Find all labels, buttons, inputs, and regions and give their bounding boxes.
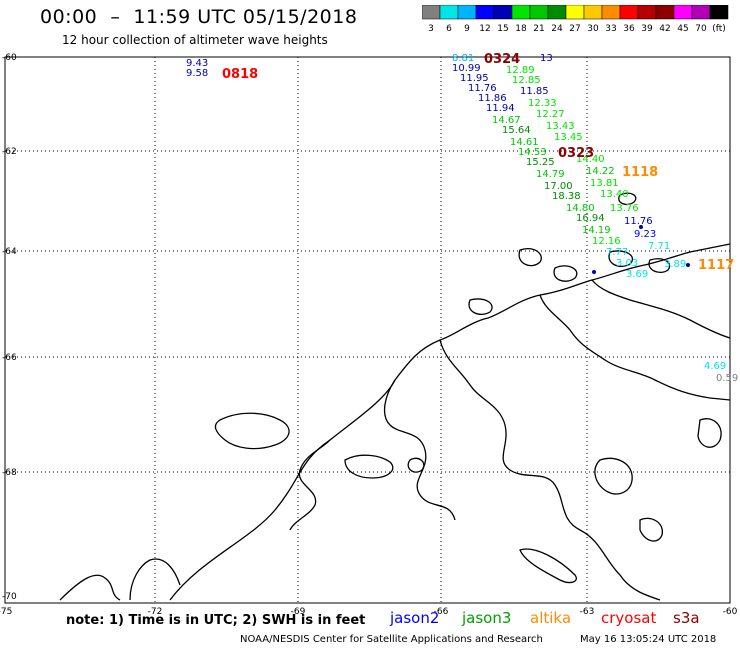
longitude-labels: -75 -72 -69 -66 -63 -60 (0, 607, 738, 617)
swh-value: 11.85 (520, 86, 549, 97)
latitude-label: -68 (2, 468, 17, 478)
generated-timestamp: May 16 13:05:24 UTC 2018 (580, 634, 717, 645)
swh-value: 14.53 (518, 147, 547, 158)
wave-height-color-scale: 3 6 9 12 15 18 21 24 27 30 33 36 39 42 45 70 (ft) (422, 5, 729, 34)
latitude-labels: -60 -62 -64 -66 -68 -70 (2, 53, 17, 602)
latitude-label: -60 (2, 53, 17, 63)
pass-time-labels: 0818 0324 0323 1118 1117 (222, 52, 734, 273)
scale-label: 27 (569, 24, 580, 34)
swh-value: 11.95 (460, 73, 489, 84)
swh-value: 9.43 (186, 58, 208, 69)
wave-height-labels: 9.439.588.8110.9911.9511.7611.8611.9414.… (186, 53, 738, 384)
pass-time: 0323 (558, 146, 594, 161)
scale-label: 18 (515, 24, 527, 34)
track-marker (639, 225, 643, 229)
swh-value: 11.86 (478, 93, 507, 104)
swh-value: 3.69 (626, 269, 648, 280)
scale-label: 12 (479, 24, 490, 34)
longitude-label: -69 (291, 607, 306, 617)
track-marker (592, 270, 596, 274)
pass-time: 0818 (222, 67, 258, 82)
scale-label: 33 (605, 24, 616, 34)
scale-label: (ft) (712, 24, 726, 34)
swh-value: 3.89 (664, 259, 686, 270)
swh-value: 7.71 (648, 241, 670, 252)
swh-value: 14.80 (566, 203, 595, 214)
swh-value: 12.33 (528, 98, 557, 109)
satellite-name: jason2 (390, 609, 440, 627)
scale-label: 9 (464, 24, 470, 34)
scale-label: 15 (497, 24, 508, 34)
longitude-label: -66 (434, 607, 449, 617)
swh-value: 13.43 (546, 121, 575, 132)
longitude-label: -72 (148, 607, 163, 617)
longitude-label: -63 (580, 607, 595, 617)
swh-value: 11.76 (468, 83, 497, 94)
map-frame (4, 56, 731, 604)
track-marker (686, 263, 690, 267)
satellite-name: s3a (673, 609, 700, 627)
swh-value: 18.38 (552, 191, 581, 202)
swh-value: 13.81 (590, 178, 619, 189)
swh-value: 12.89 (506, 65, 535, 76)
swh-value: 17.00 (544, 181, 573, 192)
scale-label: 42 (659, 24, 670, 34)
satellite-name: jason3 (462, 609, 512, 627)
swh-value: 9.23 (634, 229, 656, 240)
swh-value: 14.67 (492, 115, 521, 126)
swh-value: 13.40 (600, 189, 629, 200)
swh-value: 13.76 (610, 203, 639, 214)
graticule (5, 57, 730, 603)
pass-time: 1118 (622, 165, 658, 180)
swh-value: 12.16 (592, 236, 621, 247)
pass-time: 0324 (484, 52, 520, 67)
satellite-name: cryosat (601, 609, 657, 627)
scale-label: 6 (446, 24, 452, 34)
satellite-name: altika (530, 609, 572, 627)
latitude-label: -64 (2, 247, 17, 257)
swh-value: 10.99 (452, 63, 481, 74)
swh-value: 11.94 (486, 103, 515, 114)
latitude-label: -70 (2, 592, 17, 602)
scale-label: 3 (428, 24, 434, 34)
swh-value: 13 (540, 53, 553, 64)
swh-value: 13.45 (554, 132, 583, 143)
swh-value: 14.40 (576, 154, 605, 165)
swh-value: 3.03 (616, 258, 638, 269)
swh-value: 9.58 (186, 68, 208, 79)
swh-value: 7.77 (606, 247, 628, 258)
coastline (59, 192, 731, 601)
scale-label: 39 (641, 24, 653, 34)
swh-value: 14.79 (536, 169, 565, 180)
scale-label: 70 (695, 24, 707, 34)
scale-label: 45 (677, 24, 688, 34)
swh-value: 14.22 (586, 166, 615, 177)
swh-value: 14.19 (582, 225, 611, 236)
scale-label: 30 (587, 24, 599, 34)
swh-value: 16.94 (576, 213, 605, 224)
swh-value: 12.85 (512, 75, 541, 86)
swh-value: 15.64 (502, 125, 531, 136)
swh-value: 4.69 (704, 361, 726, 372)
swh-value: 8.81 (452, 53, 474, 64)
credit-line: NOAA/NESDIS Center for Satellite Applica… (240, 634, 543, 645)
longitude-label: -75 (0, 607, 12, 617)
footer-note: note: 1) Time is in UTC; 2) SWH is in fe… (66, 613, 366, 628)
swh-value: 15.25 (526, 157, 555, 168)
swh-value: 12.27 (536, 109, 565, 120)
scale-swatch (709, 5, 729, 20)
swh-value: 14.61 (510, 137, 539, 148)
latitude-label: -66 (2, 353, 17, 363)
longitude-label: -60 (723, 607, 738, 617)
scale-label: 21 (533, 24, 544, 34)
map-subtitle: 12 hour collection of altimeter wave hei… (62, 33, 328, 47)
latitude-label: -62 (2, 147, 17, 157)
swh-value: 11.76 (624, 216, 653, 227)
map-title: 00:00 – 11:59 UTC 05/15/2018 (40, 6, 358, 28)
scale-label: 36 (623, 24, 635, 34)
scale-label: 24 (551, 24, 563, 34)
pass-time: 1117 (698, 258, 734, 273)
swh-value: 0.59 (716, 373, 738, 384)
